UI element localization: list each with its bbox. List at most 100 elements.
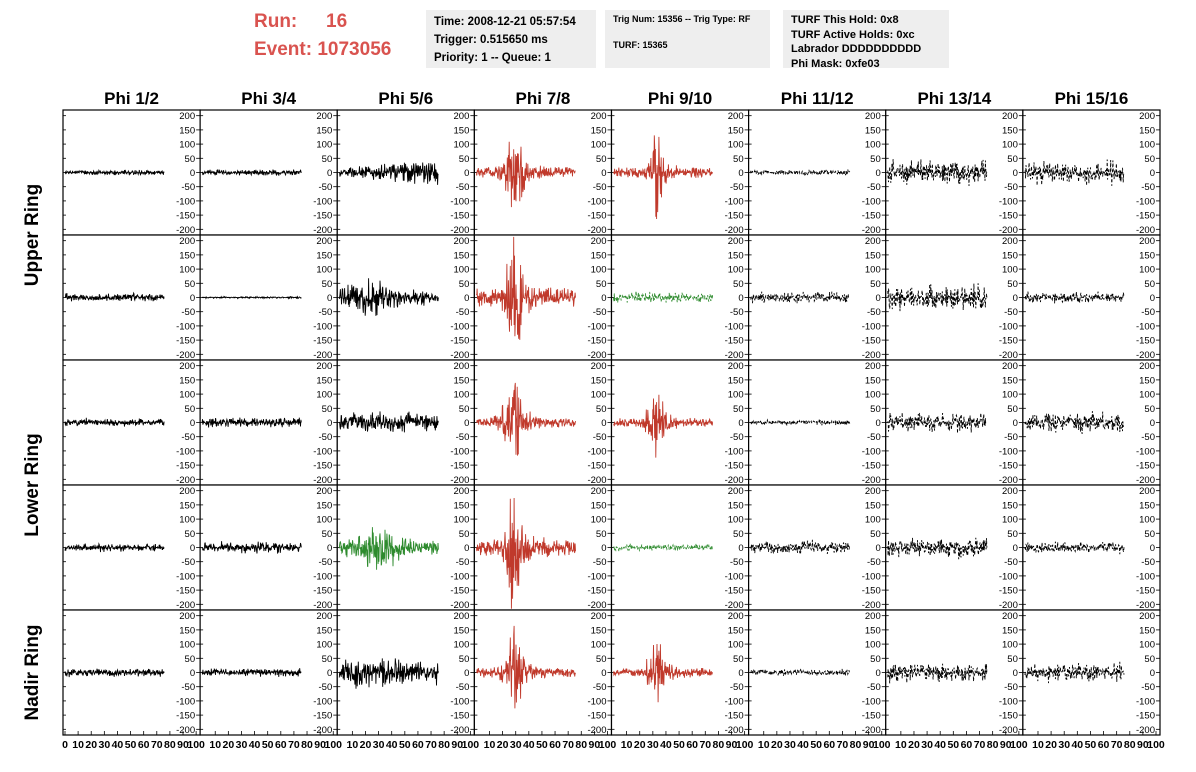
y-tick-label: 0 <box>875 293 880 304</box>
event-label: Event: <box>254 39 313 60</box>
y-tick-label: 50 <box>1007 654 1018 665</box>
y-tick-label: -50 <box>319 432 333 443</box>
y-tick-label: -50 <box>730 682 744 693</box>
y-tick-label: 50 <box>596 404 607 415</box>
y-tick-label: -200 <box>450 600 469 611</box>
y-tick-label: 150 <box>728 500 744 511</box>
y-tick-label: -100 <box>450 696 469 707</box>
waveform-trace <box>339 411 439 433</box>
y-tick-label: 100 <box>865 640 881 651</box>
y-tick-label: -50 <box>593 307 607 318</box>
y-tick-label: 200 <box>1139 486 1155 497</box>
y-tick-label: 50 <box>322 154 333 165</box>
y-tick-label: -200 <box>862 350 881 361</box>
x-tick-label: 60 <box>412 739 424 751</box>
y-tick-label: -100 <box>725 446 744 457</box>
waveform-trace <box>476 625 576 709</box>
y-tick-label: 50 <box>1007 154 1018 165</box>
y-tick-label: 200 <box>179 361 195 372</box>
y-tick-label: 50 <box>1144 529 1155 540</box>
y-tick-label: -50 <box>730 307 744 318</box>
y-tick-label: 0 <box>464 293 469 304</box>
y-tick-label: -100 <box>862 696 881 707</box>
y-tick-label: -200 <box>725 225 744 236</box>
y-tick-label: 200 <box>865 361 881 372</box>
y-tick-label: -150 <box>176 336 195 347</box>
y-tick-label: 150 <box>591 375 607 386</box>
y-tick-label: 50 <box>1144 154 1155 165</box>
y-tick-label: -100 <box>176 196 195 207</box>
column-title: Phi 1/2 <box>104 89 159 108</box>
y-tick-label: 150 <box>316 250 332 261</box>
y-tick-label: 0 <box>1150 668 1155 679</box>
y-tick-label: 150 <box>728 125 744 136</box>
x-tick-label: 70 <box>974 739 986 751</box>
y-tick-label: -200 <box>313 725 332 736</box>
y-tick-label: 100 <box>591 265 607 276</box>
y-tick-label: 200 <box>179 611 195 622</box>
y-tick-label: 50 <box>322 529 333 540</box>
x-tick-label: 90 <box>726 739 738 751</box>
y-tick-label: 50 <box>733 404 744 415</box>
y-tick-label: -150 <box>725 461 744 472</box>
y-tick-label: 200 <box>179 111 195 122</box>
y-tick-label: 50 <box>596 279 607 290</box>
run-label: Run: <box>254 11 298 32</box>
y-tick-label: -150 <box>999 586 1018 597</box>
y-tick-label: 200 <box>454 486 470 497</box>
y-tick-label: -150 <box>587 211 606 222</box>
y-tick-label: 100 <box>865 265 881 276</box>
y-tick-label: 50 <box>870 654 881 665</box>
y-tick-label: -50 <box>181 307 195 318</box>
y-tick-label: -100 <box>450 571 469 582</box>
y-tick-label: 150 <box>591 250 607 261</box>
y-tick-label: 0 <box>738 168 743 179</box>
y-tick-label: -200 <box>450 475 469 486</box>
y-tick-label: -150 <box>587 711 606 722</box>
waveform-panel: 200 150 100 50 0 -50 -100 -150 -200 <box>199 484 338 611</box>
y-tick-label: -150 <box>1136 211 1155 222</box>
y-tick-label: 0 <box>327 668 332 679</box>
y-tick-label: 100 <box>316 515 332 526</box>
y-tick-label: 200 <box>591 111 607 122</box>
y-tick-label: 200 <box>316 611 332 622</box>
y-tick-label: -50 <box>1004 182 1018 193</box>
y-tick-label: -200 <box>725 600 744 611</box>
y-tick-label: -150 <box>313 461 332 472</box>
x-tick-label: 30 <box>1058 739 1070 751</box>
turf-hold-text: TURF This Hold: 0x8 <box>791 14 899 26</box>
turf-info-box: TURF This Hold: 0x8 TURF Active Holds: 0… <box>783 10 949 70</box>
y-tick-label: 100 <box>728 140 744 151</box>
y-tick-label: -50 <box>1141 432 1155 443</box>
x-tick-label: 50 <box>810 739 822 751</box>
x-tick-label: 50 <box>125 739 137 751</box>
waveform-trace <box>475 236 576 340</box>
y-tick-label: 0 <box>190 543 195 554</box>
waveform-trace <box>338 527 439 570</box>
waveform-trace <box>201 668 302 677</box>
y-tick-label: -100 <box>999 696 1018 707</box>
waveform-panel: 200 150 100 50 0 -50 -100 -150 -200 <box>1022 609 1161 736</box>
x-tick-label: 40 <box>934 739 946 751</box>
x-tick-label: 40 <box>386 739 398 751</box>
waveform-panel: 200 150 100 50 0 -50 -100 -150 -200 <box>610 609 750 736</box>
y-tick-label: 100 <box>316 640 332 651</box>
y-tick-label: -100 <box>725 321 744 332</box>
y-tick-label: -150 <box>862 586 881 597</box>
x-tick-label: 60 <box>1098 739 1110 751</box>
waveform-panel: 200 150 100 50 0 -50 -100 -150 -200 <box>1022 109 1161 236</box>
x-tick-label: 40 <box>1071 739 1083 751</box>
y-tick-label: 150 <box>1139 625 1155 636</box>
y-tick-label: 100 <box>728 265 744 276</box>
waveform-panel: 200 150 100 50 0 -50 -100 -150 -200 <box>473 484 613 611</box>
turf-active-text: TURF Active Holds: 0xc <box>791 28 915 41</box>
x-tick-label: 40 <box>112 739 124 751</box>
y-tick-label: -150 <box>725 586 744 597</box>
waveform-trace <box>201 295 302 300</box>
y-tick-label: 100 <box>316 265 332 276</box>
y-tick-label: 50 <box>733 154 744 165</box>
y-tick-label: -200 <box>176 725 195 736</box>
y-tick-label: 150 <box>1139 375 1155 386</box>
y-tick-label: -150 <box>725 211 744 222</box>
y-tick-label: -50 <box>593 682 607 693</box>
